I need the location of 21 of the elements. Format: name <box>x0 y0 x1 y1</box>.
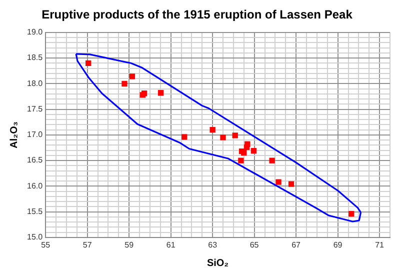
x-axis-title: SiO₂ <box>206 258 229 269</box>
x-tick-label: 65 <box>250 240 260 250</box>
y-tick-label: 18.0 <box>26 78 44 88</box>
y-axis-title: Al₂O₃ <box>8 121 20 148</box>
y-tick-label: 16.0 <box>26 181 44 190</box>
chart-title: Eruptive products of the 1915 eruption of Lassen Peak <box>42 8 353 22</box>
y-tick-label: 16.5 <box>26 156 44 165</box>
y-tick-label: 15.5 <box>26 206 44 216</box>
x-tick-label: 59 <box>124 240 134 250</box>
x-tick-label: 71 <box>375 240 385 250</box>
y-tick-label: 19.0 <box>26 28 44 37</box>
y-tick-label: 17.5 <box>26 104 44 114</box>
x-tick-label: 67 <box>292 240 302 250</box>
y-tick-label: 18.5 <box>26 53 44 62</box>
x-tick-label: 63 <box>208 240 218 250</box>
x-tick-label: 57 <box>82 240 92 250</box>
y-tick-label: 15.0 <box>26 232 44 242</box>
y-tick-label: 17.0 <box>26 130 44 140</box>
x-tick-label: 55 <box>41 240 51 250</box>
x-tick-label: 61 <box>166 240 176 250</box>
x-tick-label: 69 <box>333 240 343 250</box>
